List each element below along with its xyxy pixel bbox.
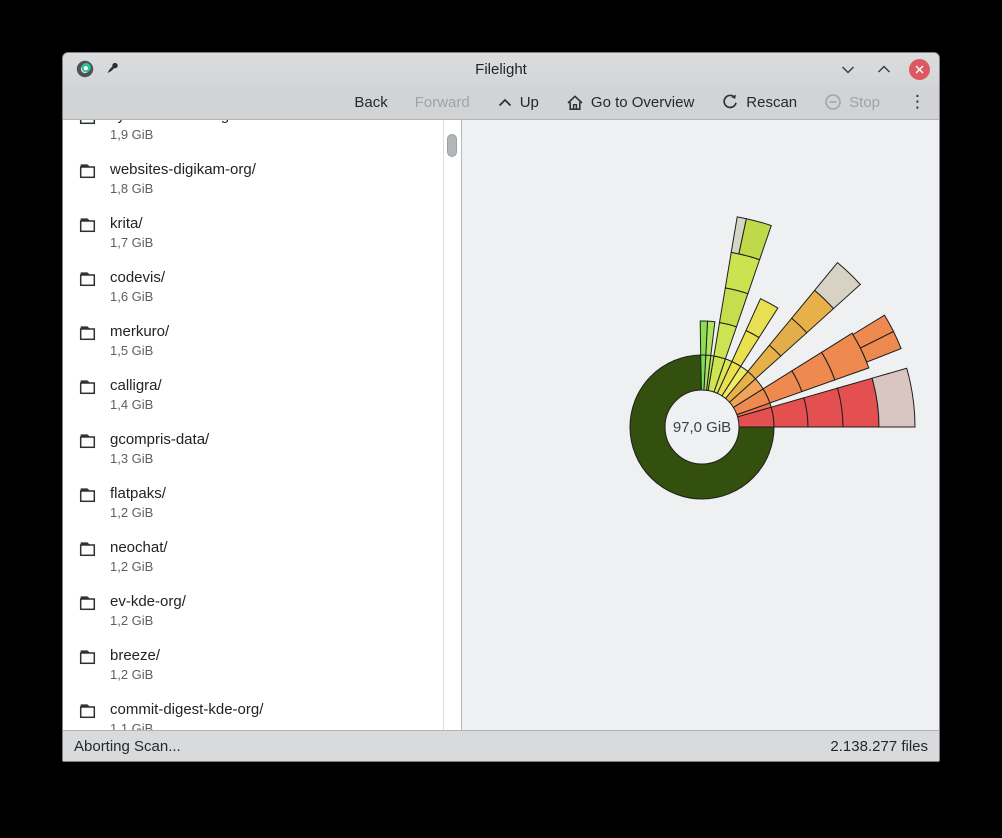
folder-name: ev-kde-org/ <box>110 593 186 610</box>
pin-icon[interactable] <box>105 61 120 77</box>
folder-list: sysadmin-kde-org/ 1,9 GiB websites-digik… <box>63 120 443 730</box>
folder-icon <box>79 702 99 724</box>
folder-size: 1,9 GiB <box>110 127 154 142</box>
folder-name: websites-digikam-org/ <box>110 161 256 178</box>
forward-button-label: Forward <box>414 93 470 111</box>
folder-icon <box>79 648 99 670</box>
up-button[interactable]: Up <box>497 94 539 111</box>
map-segment[interactable] <box>730 216 747 255</box>
scrollbar-track[interactable] <box>443 120 461 730</box>
stop-icon <box>824 93 842 111</box>
folder-name: gcompris-data/ <box>110 431 210 448</box>
folder-icon <box>79 120 99 130</box>
folder-list-item[interactable]: breeze/ 1,2 GiB <box>63 638 443 692</box>
back-button[interactable]: Back <box>354 94 387 111</box>
forward-button[interactable]: Forward <box>415 94 470 111</box>
folder-size: 1,6 GiB <box>110 289 154 304</box>
folder-list-item[interactable]: merkuro/ 1,5 GiB <box>63 314 443 368</box>
stop-button[interactable]: Stop <box>824 93 880 111</box>
folder-list-item[interactable]: gcompris-data/ 1,3 GiB <box>63 422 443 476</box>
folder-name: merkuro/ <box>110 323 170 340</box>
folder-icon <box>79 432 99 454</box>
folder-name: codevis/ <box>110 269 166 286</box>
folder-name: neochat/ <box>110 539 168 556</box>
map-center-label: 97,0 GiB <box>673 419 731 436</box>
toolbar: Back Forward Up Go to Overview <box>63 85 939 120</box>
folder-icon <box>79 540 99 562</box>
rescan-button[interactable]: Rescan <box>721 93 797 111</box>
scrollbar-thumb[interactable] <box>447 134 457 157</box>
map-segment[interactable] <box>852 314 895 349</box>
statusbar: Aborting Scan... 2.138.277 files <box>63 730 939 761</box>
folder-list-item[interactable]: commit-digest-kde-org/ 1,1 GiB <box>63 692 443 730</box>
folder-list-item[interactable]: websites-digikam-org/ 1,8 GiB <box>63 152 443 206</box>
stop-button-label: Stop <box>849 93 880 111</box>
map-segment[interactable] <box>724 251 761 295</box>
folder-list-item[interactable]: ev-kde-org/ 1,2 GiB <box>63 584 443 638</box>
sidebar: sysadmin-kde-org/ 1,9 GiB websites-digik… <box>63 120 443 730</box>
map-segment[interactable] <box>813 261 862 310</box>
minimize-button[interactable] <box>837 59 858 80</box>
go-to-overview-label: Go to Overview <box>590 93 695 111</box>
folder-size: 1,7 GiB <box>110 235 154 250</box>
folder-size: 1,4 GiB <box>110 397 154 412</box>
map-segment[interactable] <box>803 387 844 428</box>
folder-list-item[interactable]: neochat/ 1,2 GiB <box>63 530 443 584</box>
chart-pane: 97,0 GiB <box>461 120 939 730</box>
status-message: Aborting Scan... <box>74 737 181 755</box>
overflow-menu-button[interactable]: ⋮ <box>909 92 926 111</box>
home-icon <box>566 94 584 111</box>
map-segment[interactable] <box>629 354 775 500</box>
map-segment[interactable] <box>745 298 779 339</box>
chevron-up-icon <box>497 97 513 108</box>
filelight-map: 97,0 GiB <box>629 216 916 500</box>
folder-icon <box>79 216 99 238</box>
folder-icon <box>79 162 99 184</box>
folder-list-item[interactable]: flatpaks/ 1,2 GiB <box>63 476 443 530</box>
folder-name: commit-digest-kde-org/ <box>110 701 264 718</box>
filelight-window: Filelight Back Forward Up <box>62 52 940 762</box>
map-segment[interactable] <box>731 329 760 367</box>
map-segment[interactable] <box>699 320 709 356</box>
map-segment[interactable] <box>871 367 916 428</box>
folder-icon <box>79 378 99 400</box>
folder-size: 1,3 GiB <box>110 451 154 466</box>
folder-name: calligra/ <box>110 377 162 394</box>
folder-icon <box>79 324 99 346</box>
window-title: Filelight <box>475 60 527 78</box>
folder-size: 1,8 GiB <box>110 181 154 196</box>
folder-name: sysadmin-kde-org/ <box>110 120 233 126</box>
folder-list-item[interactable]: calligra/ 1,4 GiB <box>63 368 443 422</box>
folder-size: 1,2 GiB <box>110 559 154 574</box>
go-to-overview-button[interactable]: Go to Overview <box>566 94 694 111</box>
folder-name: krita/ <box>110 215 143 232</box>
titlebar[interactable]: Filelight <box>63 53 939 85</box>
folder-name: breeze/ <box>110 647 161 664</box>
rescan-button-label: Rescan <box>746 93 798 111</box>
folder-size: 1,1 GiB <box>110 721 154 730</box>
folder-size: 1,5 GiB <box>110 343 154 358</box>
back-button-label: Back <box>354 93 388 111</box>
folder-size: 1,2 GiB <box>110 667 154 682</box>
content-area: sysadmin-kde-org/ 1,9 GiB websites-digik… <box>63 120 939 730</box>
folder-icon <box>79 594 99 616</box>
file-count: 2.138.277 files <box>830 737 928 755</box>
folder-size: 1,2 GiB <box>110 613 154 628</box>
map-segment[interactable] <box>836 377 880 428</box>
folder-size: 1,2 GiB <box>110 505 154 520</box>
filelight-logo-icon <box>76 60 94 78</box>
folder-icon <box>79 486 99 508</box>
rescan-icon <box>721 93 739 111</box>
maximize-button[interactable] <box>873 59 894 80</box>
map-segment[interactable] <box>770 397 809 428</box>
folder-name: flatpaks/ <box>110 485 166 502</box>
folder-list-item[interactable]: sysadmin-kde-org/ 1,9 GiB <box>63 120 443 152</box>
folder-icon <box>79 270 99 292</box>
folder-list-item[interactable]: krita/ 1,7 GiB <box>63 206 443 260</box>
map-segment[interactable] <box>718 287 749 328</box>
folder-list-item[interactable]: codevis/ 1,6 GiB <box>63 260 443 314</box>
map-segment[interactable] <box>713 321 738 360</box>
close-button[interactable] <box>909 58 930 80</box>
up-button-label: Up <box>519 93 539 111</box>
